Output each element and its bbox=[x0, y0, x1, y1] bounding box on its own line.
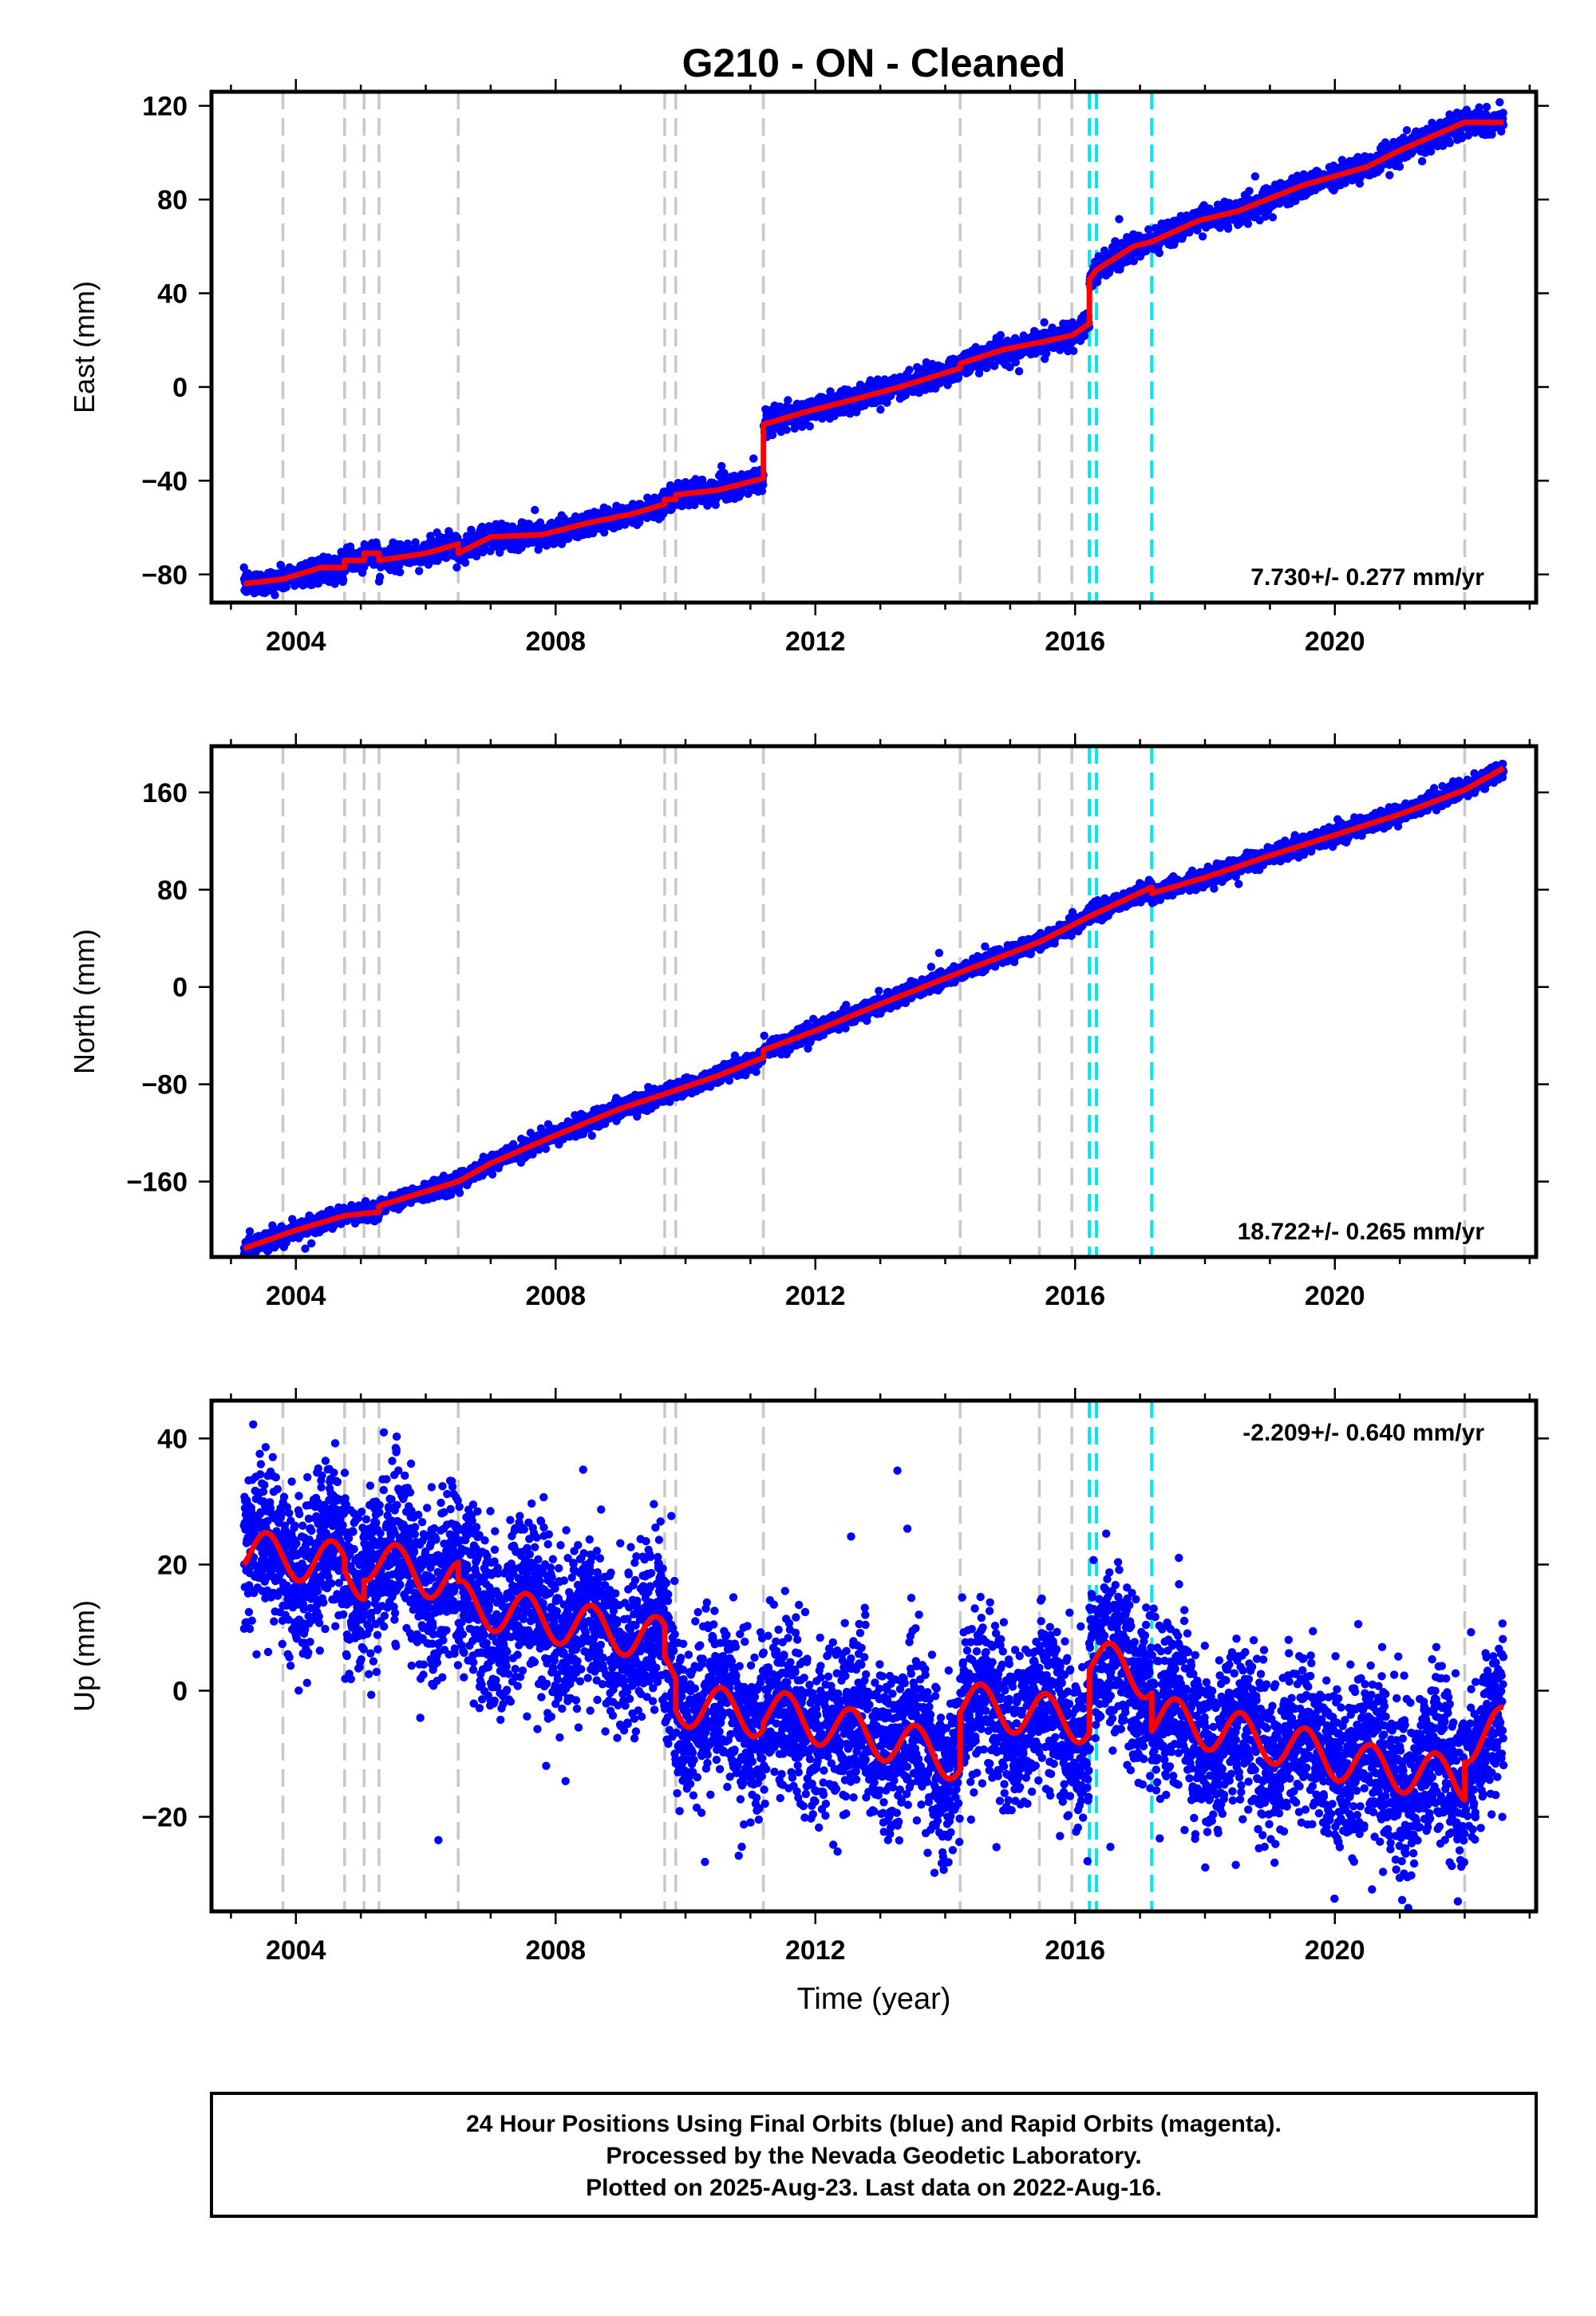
y-tick-label: 40 bbox=[157, 279, 188, 309]
data-point bbox=[245, 1227, 255, 1236]
y-tick-label: −40 bbox=[141, 466, 188, 496]
y-tick-label: 120 bbox=[142, 92, 188, 122]
data-point bbox=[1155, 248, 1164, 258]
data-point bbox=[1402, 126, 1412, 135]
data-point bbox=[720, 468, 729, 477]
data-point bbox=[996, 330, 1005, 340]
data-point bbox=[460, 558, 470, 567]
data-point bbox=[1014, 367, 1024, 376]
data-point bbox=[396, 567, 405, 577]
data-point bbox=[1482, 102, 1491, 112]
data-point bbox=[375, 572, 385, 582]
y-axis-label: East (mm) bbox=[68, 281, 101, 413]
plot-area bbox=[239, 92, 1508, 603]
data-point bbox=[415, 567, 424, 575]
data-point bbox=[782, 425, 791, 434]
data-point bbox=[1395, 162, 1404, 171]
data-point bbox=[883, 398, 891, 407]
y-tick-label: 80 bbox=[157, 185, 188, 215]
data-point bbox=[486, 547, 495, 555]
data-point bbox=[757, 487, 767, 496]
data-point bbox=[271, 591, 279, 599]
data-point bbox=[1040, 318, 1049, 327]
data-point bbox=[759, 480, 768, 489]
data-point bbox=[1069, 346, 1078, 355]
data-point bbox=[790, 424, 799, 433]
x-tick-label: 2020 bbox=[1305, 626, 1365, 657]
data-point bbox=[784, 396, 792, 405]
data-point bbox=[1385, 171, 1394, 180]
data-point bbox=[749, 454, 758, 463]
data-point bbox=[1245, 187, 1254, 196]
data-point bbox=[411, 538, 420, 547]
data-point bbox=[690, 500, 699, 509]
x-tick-label: 2008 bbox=[525, 626, 586, 657]
data-point bbox=[1198, 232, 1207, 241]
data-point bbox=[276, 561, 286, 570]
east-panel: 2004 2008 2012 2016 2020 −80 −40 0 40 80 120 East (… bbox=[68, 79, 1549, 657]
data-point bbox=[531, 505, 539, 515]
data-point bbox=[1499, 109, 1507, 117]
x-tick-label: 2016 bbox=[1045, 626, 1105, 657]
data-point bbox=[876, 405, 885, 414]
data-point bbox=[600, 528, 609, 537]
x-tick-label: 2012 bbox=[785, 626, 846, 657]
data-point bbox=[452, 563, 461, 572]
data-point bbox=[338, 575, 348, 584]
data-point bbox=[282, 583, 290, 591]
data-point bbox=[681, 479, 690, 488]
data-point bbox=[472, 551, 481, 561]
data-point bbox=[1250, 172, 1260, 181]
data-point bbox=[1417, 156, 1427, 166]
data-point bbox=[805, 422, 814, 431]
data-point bbox=[901, 391, 911, 400]
figure-title: G210 - ON - Cleaned bbox=[682, 41, 1066, 85]
y-tick-label: −80 bbox=[141, 560, 188, 591]
data-point bbox=[467, 525, 476, 534]
plot-area bbox=[239, 746, 1508, 1257]
data-point bbox=[905, 366, 914, 374]
rate-label: 7.730+/- 0.277 mm/yr bbox=[1250, 564, 1484, 591]
data-point bbox=[667, 505, 676, 514]
data-point bbox=[1115, 215, 1124, 223]
data-point bbox=[1268, 213, 1278, 222]
data-point bbox=[1445, 139, 1455, 148]
data-point bbox=[1223, 224, 1233, 233]
y-tick-label: 0 bbox=[172, 373, 188, 403]
data-point bbox=[1495, 98, 1504, 107]
x-tick-label: 2004 bbox=[266, 626, 326, 657]
data-point bbox=[717, 461, 726, 471]
